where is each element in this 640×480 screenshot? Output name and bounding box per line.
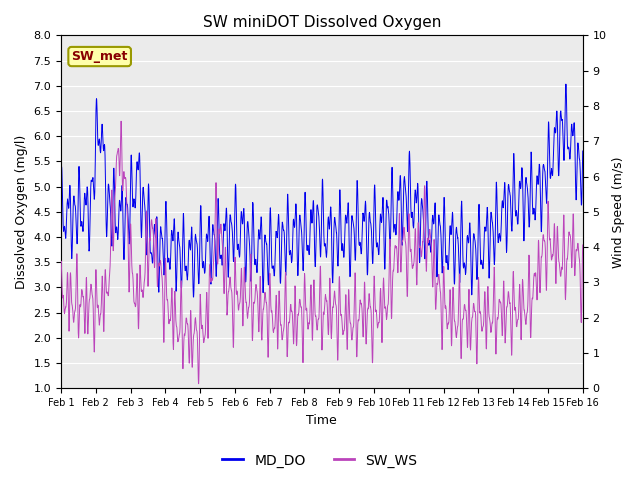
Y-axis label: Wind Speed (m/s): Wind Speed (m/s) [612, 156, 625, 267]
Y-axis label: Dissolved Oxygen (mg/l): Dissolved Oxygen (mg/l) [15, 135, 28, 289]
Legend: MD_DO, SW_WS: MD_DO, SW_WS [217, 448, 423, 473]
X-axis label: Time: Time [307, 414, 337, 427]
Text: SW_met: SW_met [72, 50, 128, 63]
Title: SW miniDOT Dissolved Oxygen: SW miniDOT Dissolved Oxygen [203, 15, 441, 30]
